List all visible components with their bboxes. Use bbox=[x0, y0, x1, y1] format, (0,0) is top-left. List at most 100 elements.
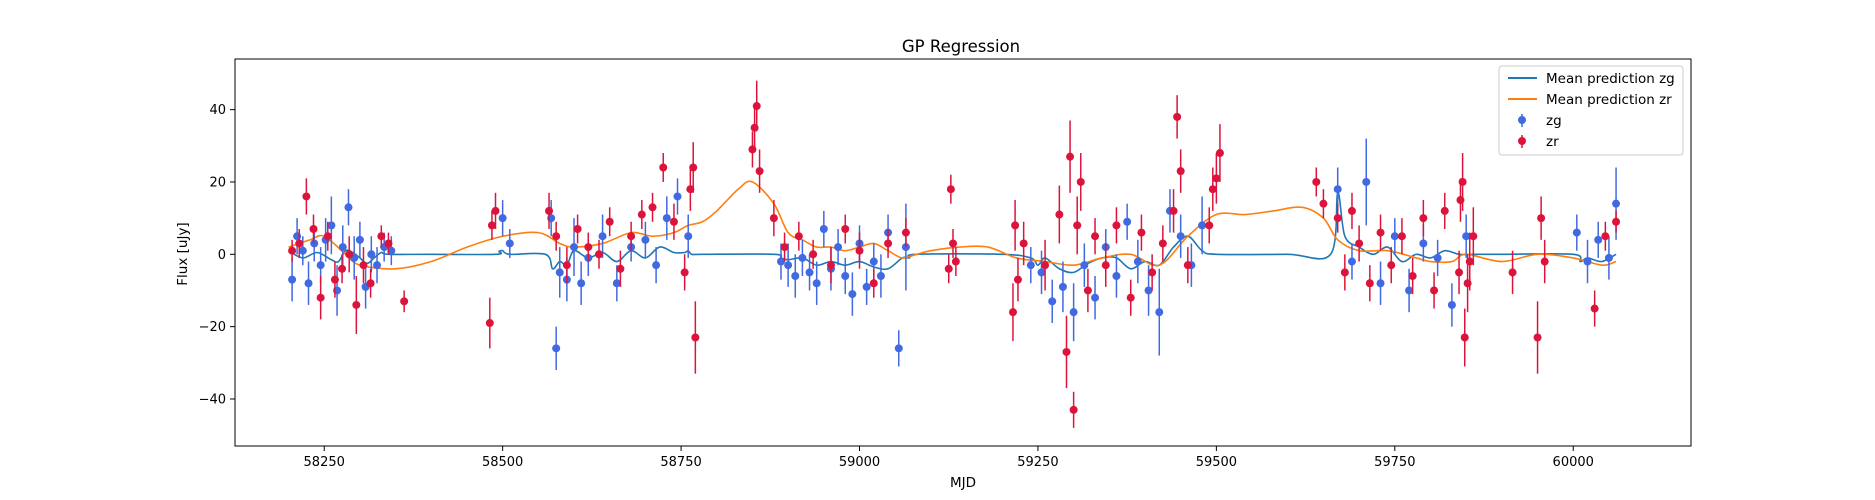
data-point-zg bbox=[805, 268, 814, 277]
data-point-zr bbox=[1158, 239, 1167, 248]
data-point-zr bbox=[295, 239, 304, 248]
data-point-zr bbox=[1215, 149, 1224, 158]
x-tick-label: 59750 bbox=[1374, 455, 1415, 470]
data-point-zg bbox=[288, 275, 297, 284]
data-point-zr bbox=[1365, 279, 1374, 288]
data-point-zr bbox=[1112, 221, 1121, 230]
data-point-zg bbox=[612, 279, 621, 288]
data-point-zr bbox=[755, 167, 764, 176]
data-point-zr bbox=[1066, 152, 1075, 161]
data-point-zr bbox=[1126, 293, 1135, 302]
data-point-zg bbox=[1026, 261, 1035, 270]
legend-label-zr-line: Mean prediction zr bbox=[1546, 92, 1672, 108]
data-point-zr bbox=[302, 192, 311, 201]
data-point-zg bbox=[662, 214, 671, 223]
data-point-zr bbox=[1355, 239, 1364, 248]
data-point-zg bbox=[1091, 293, 1100, 302]
data-point-zr bbox=[309, 224, 318, 233]
data-point-zg bbox=[1583, 257, 1592, 266]
y-tick-label: 20 bbox=[209, 175, 226, 190]
data-point-zr bbox=[691, 333, 700, 342]
data-point-zg bbox=[304, 279, 313, 288]
data-point-zg bbox=[1198, 221, 1207, 230]
data-point-zr bbox=[1205, 221, 1214, 230]
legend-label-zg-line: Mean prediction zg bbox=[1546, 71, 1675, 87]
data-point-zr bbox=[1397, 232, 1406, 241]
y-axis-title: Flux [uJy] bbox=[175, 222, 191, 285]
data-point-zg bbox=[641, 235, 650, 244]
data-point-zr bbox=[338, 264, 347, 273]
data-point-zg bbox=[819, 224, 828, 233]
data-point-zr bbox=[562, 261, 571, 270]
data-point-zg bbox=[498, 214, 507, 223]
data-point-zr bbox=[1069, 405, 1078, 414]
y-axis-ticks: −40 −20 0 20 40 bbox=[199, 103, 235, 407]
data-point-zr bbox=[552, 232, 561, 241]
legend-label-zr: zr bbox=[1546, 134, 1559, 150]
data-point-zr bbox=[648, 203, 657, 212]
data-point-zg bbox=[869, 257, 878, 266]
data-point-zr bbox=[1612, 217, 1621, 226]
data-point-zg bbox=[784, 261, 793, 270]
x-tick-label: 59500 bbox=[1196, 455, 1237, 470]
data-point-zg bbox=[1133, 257, 1142, 266]
data-point-zr bbox=[288, 246, 297, 255]
x-tick-label: 59000 bbox=[839, 455, 880, 470]
data-point-zr bbox=[323, 232, 332, 241]
data-point-zg bbox=[1347, 257, 1356, 266]
legend-swatch-zr-point bbox=[1518, 137, 1526, 145]
data-point-zr bbox=[1055, 210, 1064, 219]
data-point-zg bbox=[798, 253, 807, 262]
data-point-zr bbox=[1458, 177, 1467, 186]
x-tick-label: 58250 bbox=[304, 455, 345, 470]
data-point-zr bbox=[1019, 239, 1028, 248]
data-point-zg bbox=[387, 246, 396, 255]
data-point-zg bbox=[577, 279, 586, 288]
data-point-zr bbox=[1533, 333, 1542, 342]
data-point-zg bbox=[876, 272, 885, 281]
data-point-zr bbox=[1073, 221, 1082, 230]
data-point-zr bbox=[1176, 167, 1185, 176]
data-point-zr bbox=[1419, 214, 1428, 223]
data-point-zg bbox=[1612, 199, 1621, 208]
data-point-zg bbox=[1390, 232, 1399, 241]
data-point-zg bbox=[598, 232, 607, 241]
data-point-zr bbox=[352, 300, 361, 309]
y-tick-label: 0 bbox=[218, 248, 226, 263]
data-point-zg bbox=[1376, 279, 1385, 288]
data-point-zg bbox=[894, 344, 903, 353]
data-point-zg bbox=[505, 239, 514, 248]
data-point-zg bbox=[1447, 300, 1456, 309]
data-point-zr bbox=[1041, 261, 1050, 270]
data-point-zr bbox=[680, 268, 689, 277]
data-point-zr bbox=[605, 217, 614, 226]
data-point-zr bbox=[884, 239, 893, 248]
data-point-zg bbox=[1080, 261, 1089, 270]
y-tick-label: −20 bbox=[199, 320, 226, 335]
data-point-zr bbox=[1076, 177, 1085, 186]
x-tick-label: 58500 bbox=[482, 455, 523, 470]
data-point-zg bbox=[1037, 268, 1046, 277]
data-point-zr bbox=[637, 210, 646, 219]
plot-frame bbox=[234, 58, 1692, 447]
data-point-zg bbox=[1333, 185, 1342, 194]
data-point-zr bbox=[949, 239, 958, 248]
data-point-zr bbox=[1430, 286, 1439, 295]
x-tick-label: 58750 bbox=[660, 455, 701, 470]
data-point-zr bbox=[1091, 232, 1100, 241]
data-point-zr bbox=[1508, 268, 1517, 277]
data-point-zr bbox=[901, 228, 910, 237]
data-point-zg bbox=[1144, 286, 1153, 295]
data-point-zg bbox=[791, 272, 800, 281]
data-point-zg bbox=[367, 250, 376, 259]
data-point-zr bbox=[1540, 257, 1549, 266]
legend: Mean prediction zg Mean prediction zr zg… bbox=[1498, 65, 1684, 156]
data-point-zr bbox=[780, 243, 789, 252]
data-point-zg bbox=[1048, 297, 1057, 306]
data-point-zr bbox=[1011, 221, 1020, 230]
data-point-zr bbox=[1465, 257, 1474, 266]
data-point-zg bbox=[570, 243, 579, 252]
data-point-zg bbox=[841, 272, 850, 281]
data-point-zg bbox=[673, 192, 682, 201]
data-point-zr bbox=[1212, 174, 1221, 183]
